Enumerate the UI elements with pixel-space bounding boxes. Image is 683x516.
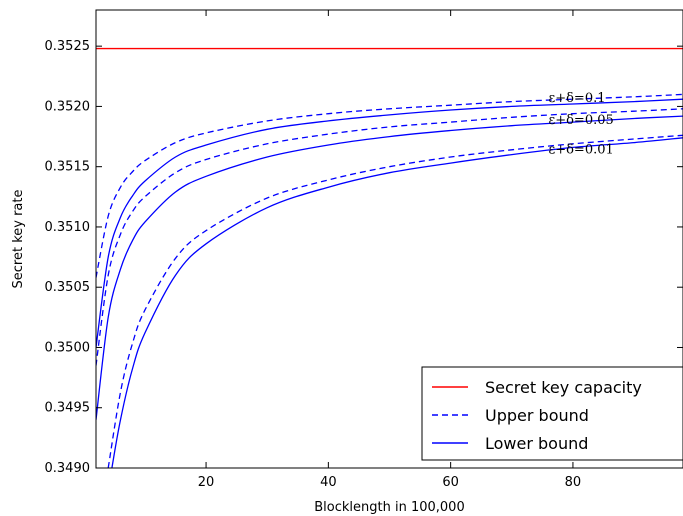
x-tick-label: 80 xyxy=(565,475,582,490)
annotation-eps-delta-0-05: ε+δ=0.05 xyxy=(548,113,613,128)
axis-ticks: 20 40 60 80 0.3490 0.3495 0.3500 0.3505 0.3510 0.… xyxy=(45,10,683,490)
legend: Secret key capacity Upper bound Lower bo… xyxy=(421,366,683,461)
legend-box xyxy=(421,366,683,461)
lower-bound-curve-3 xyxy=(96,115,683,420)
lower-bound-curve-5 xyxy=(111,137,683,468)
x-axis-label: Blocklength in 100,000 xyxy=(314,500,464,515)
legend-label-upper-bound: Upper bound xyxy=(485,406,589,425)
legend-label-capacity: Secret key capacity xyxy=(485,378,642,397)
x-tick-label: 40 xyxy=(320,475,337,490)
y-axis-label: Secret key rate xyxy=(11,190,26,289)
upper-bound-curve-0 xyxy=(96,93,683,278)
plot-border xyxy=(95,9,683,469)
y-tick-label: 0.3510 xyxy=(45,220,91,235)
y-tick-label: 0.3490 xyxy=(45,461,91,476)
y-tick-label: 0.3515 xyxy=(45,160,91,175)
y-tick-label: 0.3505 xyxy=(45,280,91,295)
legend-label-lower-bound: Lower bound xyxy=(485,434,588,453)
y-tick-label: 0.3525 xyxy=(45,39,91,54)
y-tick-label: 0.3520 xyxy=(45,99,91,114)
annotation-eps-delta-0-1: ε+δ=0.1 xyxy=(548,91,605,106)
x-tick-label: 60 xyxy=(442,475,459,490)
axes-frame xyxy=(95,9,683,469)
lower-bound-curve-1 xyxy=(96,98,683,348)
annotation-eps-delta-0-01: ε+δ=0.01 xyxy=(548,142,613,157)
upper-bound-curve-2 xyxy=(96,108,683,366)
y-tick-label: 0.3495 xyxy=(45,401,91,416)
y-tick-label: 0.3500 xyxy=(45,340,91,355)
plot-curves xyxy=(96,47,683,468)
x-tick-label: 20 xyxy=(198,475,215,490)
